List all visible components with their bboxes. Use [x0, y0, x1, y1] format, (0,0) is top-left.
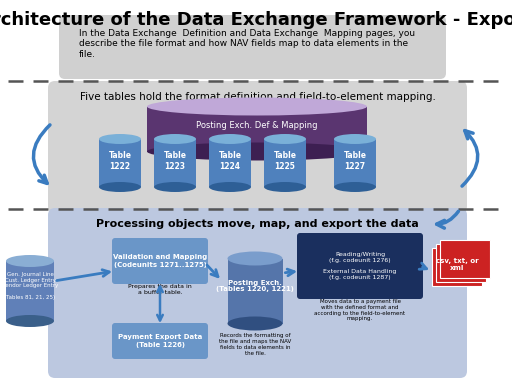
Ellipse shape — [6, 255, 54, 267]
Bar — [334, 139, 376, 187]
Bar — [147, 107, 367, 152]
Bar — [264, 139, 306, 187]
FancyBboxPatch shape — [59, 15, 446, 79]
FancyBboxPatch shape — [112, 323, 208, 359]
Text: Prepares the data in
a buffer table.: Prepares the data in a buffer table. — [128, 284, 192, 295]
Ellipse shape — [227, 317, 283, 330]
FancyBboxPatch shape — [297, 233, 423, 299]
Bar — [209, 139, 251, 187]
Text: Validation and Mapping
(Codeunits 1271..1275): Validation and Mapping (Codeunits 1271..… — [113, 255, 207, 267]
Text: Moves data to a payment file
with the defined format and
according to the field-: Moves data to a payment file with the de… — [314, 299, 406, 322]
Bar — [154, 139, 196, 187]
Text: Processing objects move, map, and export the data: Processing objects move, map, and export… — [96, 219, 419, 229]
Ellipse shape — [6, 315, 54, 327]
Text: Gen. Journal Line
Cust. Ledger Entry
Vendor Ledger Entry

(Tables 81, 21, 25): Gen. Journal Line Cust. Ledger Entry Ven… — [2, 272, 58, 300]
Text: csv, txt, or
xml: csv, txt, or xml — [436, 258, 478, 272]
Ellipse shape — [264, 182, 306, 192]
Text: Table
1222: Table 1222 — [109, 151, 132, 171]
FancyBboxPatch shape — [432, 248, 482, 286]
Text: Architecture of the Data Exchange Framework - Export: Architecture of the Data Exchange Framew… — [0, 11, 512, 29]
Text: Payment Export Data
(Table 1226): Payment Export Data (Table 1226) — [118, 335, 202, 347]
Text: Table
1224: Table 1224 — [219, 151, 242, 171]
Text: Reading/Writing
(f.g. codeunit 1276)

External Data Handling
(f.g. codeunit 1287: Reading/Writing (f.g. codeunit 1276) Ext… — [323, 252, 397, 280]
FancyBboxPatch shape — [112, 238, 208, 284]
Ellipse shape — [154, 182, 196, 192]
Ellipse shape — [227, 251, 283, 266]
Ellipse shape — [264, 134, 306, 144]
FancyArrowPatch shape — [437, 211, 458, 228]
Text: Five tables hold the format definition and field-to-element mapping.: Five tables hold the format definition a… — [79, 92, 435, 102]
Text: Records the formatting of
the file and maps the NAV
fields to data elements in
t: Records the formatting of the file and m… — [219, 333, 291, 356]
Text: Table
1223: Table 1223 — [163, 151, 186, 171]
FancyBboxPatch shape — [436, 244, 486, 282]
Text: Table
1227: Table 1227 — [344, 151, 367, 171]
Text: Table
1225: Table 1225 — [273, 151, 296, 171]
Bar — [227, 258, 283, 323]
FancyBboxPatch shape — [48, 81, 467, 213]
Text: Posting Exch. Def & Mapping: Posting Exch. Def & Mapping — [196, 120, 318, 130]
FancyArrowPatch shape — [462, 131, 478, 186]
Ellipse shape — [209, 134, 251, 144]
Ellipse shape — [154, 134, 196, 144]
Text: In the Data Exchange  Definition and Data Exchange  Mapping pages, you
describe : In the Data Exchange Definition and Data… — [79, 29, 415, 59]
Ellipse shape — [334, 134, 376, 144]
Bar — [6, 261, 54, 321]
Ellipse shape — [334, 182, 376, 192]
Ellipse shape — [147, 98, 367, 115]
Ellipse shape — [147, 142, 367, 160]
FancyBboxPatch shape — [440, 240, 490, 278]
Ellipse shape — [209, 182, 251, 192]
Ellipse shape — [99, 134, 141, 144]
FancyArrowPatch shape — [33, 125, 50, 183]
Bar — [99, 139, 141, 187]
Text: Posting Exch.
(Tables 1220, 1221): Posting Exch. (Tables 1220, 1221) — [216, 280, 294, 293]
Ellipse shape — [99, 182, 141, 192]
FancyBboxPatch shape — [48, 208, 467, 378]
